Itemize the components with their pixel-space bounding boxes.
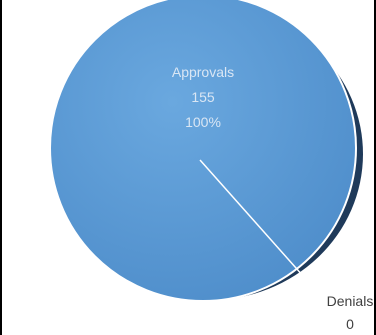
- label-approvals-value: 155: [191, 89, 215, 105]
- label-approvals-name: Approvals: [172, 64, 234, 80]
- frame-border-left: [0, 0, 2, 335]
- frame-border-right: [374, 0, 376, 335]
- label-denials-value: 0: [346, 316, 354, 332]
- label-approvals-percent: 100%: [185, 114, 221, 130]
- leader-line-denials: [199, 159, 313, 287]
- pie-slice-approvals: [49, 0, 357, 302]
- label-denials-name: Denials: [327, 293, 374, 309]
